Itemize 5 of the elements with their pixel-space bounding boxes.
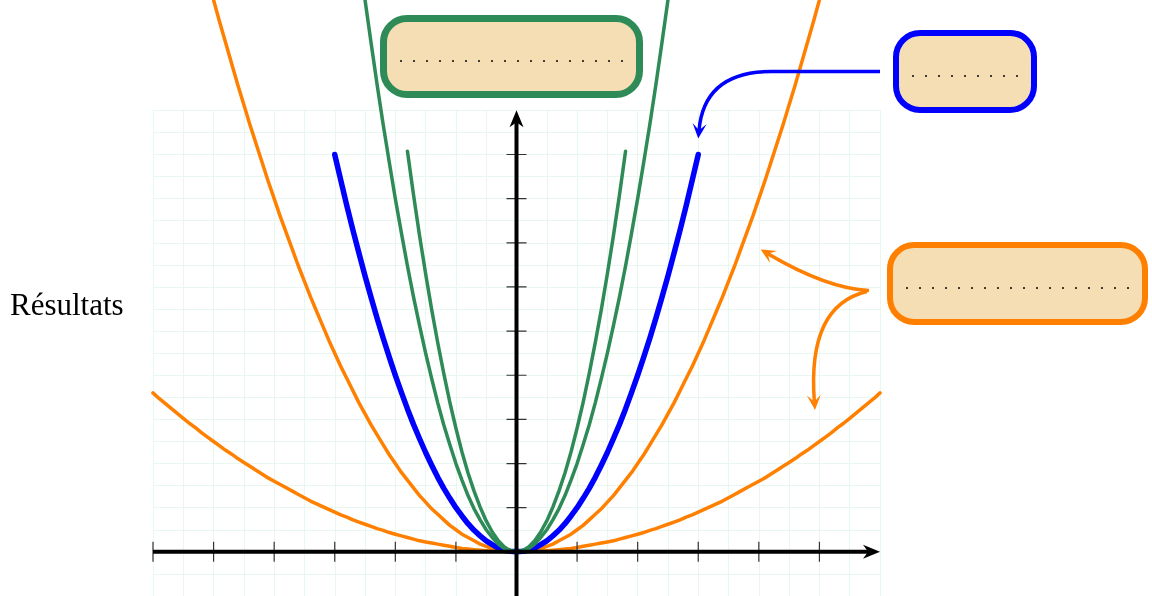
annotation: .................. — [399, 47, 633, 66]
label-box: ......... — [893, 30, 1037, 113]
y-axis-title: Résultats — [10, 287, 124, 323]
label-box: .................. — [887, 242, 1148, 325]
label-box: .................. — [380, 15, 643, 98]
